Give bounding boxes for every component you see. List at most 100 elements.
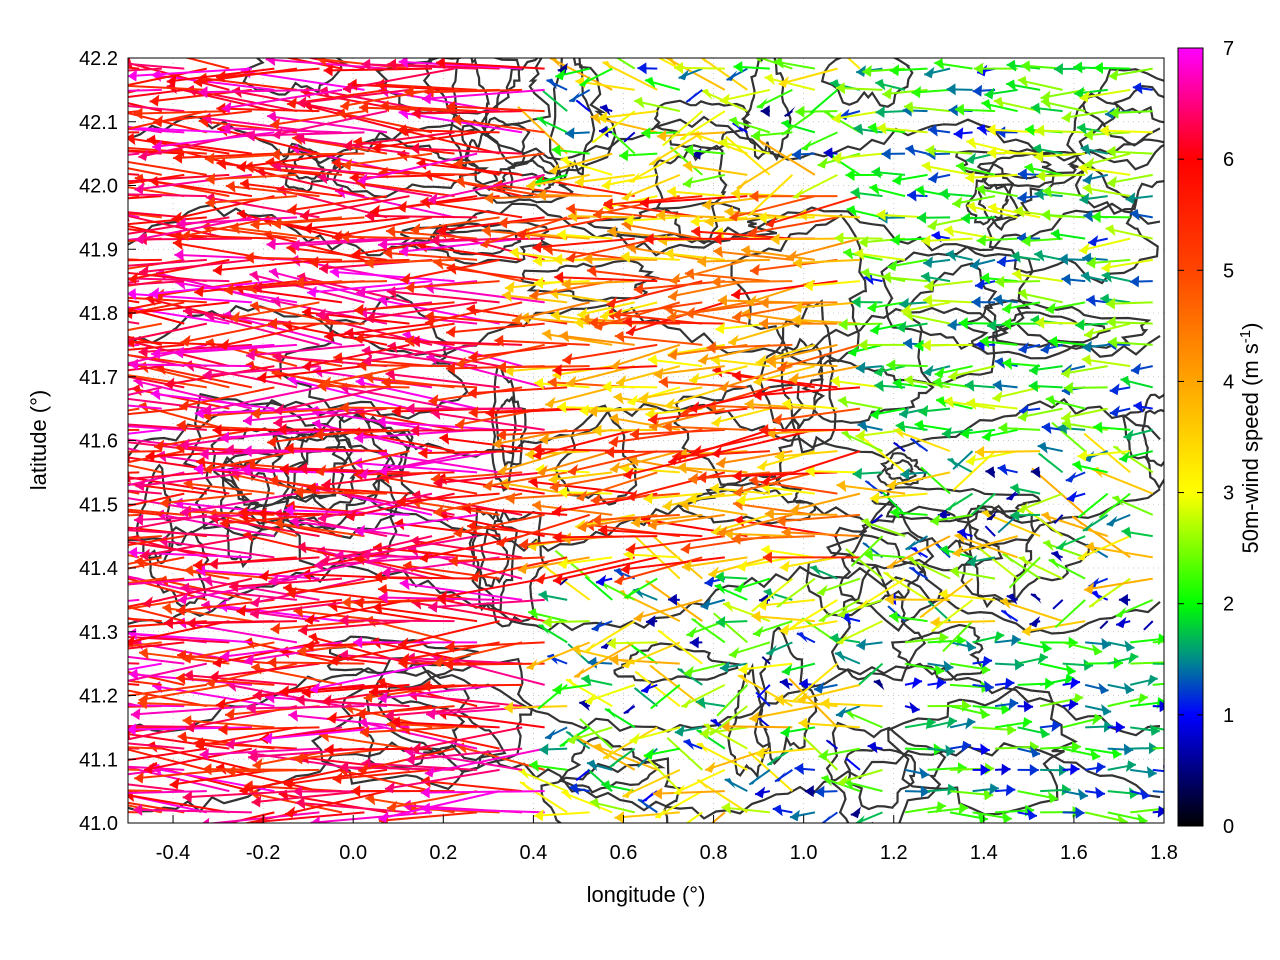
wind-arrow [765, 195, 861, 226]
wind-arrow-head [1090, 590, 1102, 602]
wind-arrow-head [151, 347, 161, 360]
wind-arrow-head [911, 86, 921, 99]
wind-arrow-head [1053, 63, 1063, 75]
wind-arrow [526, 641, 591, 669]
wind-arrow [180, 322, 275, 344]
wind-arrow-head [138, 149, 149, 161]
wind-arrow-head [601, 178, 612, 190]
wind-arrow [128, 374, 207, 389]
wind-arrow-head [996, 126, 1006, 139]
wind-arrow [552, 365, 658, 372]
wind-arrow-head [798, 717, 808, 730]
wind-arrow-head [556, 229, 567, 242]
wind-arrow-head [934, 366, 945, 379]
wind-arrow-head [134, 771, 144, 784]
wind-arrow-head [288, 709, 298, 722]
wind-arrow-head [128, 546, 138, 559]
contour-line [147, 530, 210, 608]
wind-arrow-head [817, 29, 828, 39]
wind-arrow [128, 605, 185, 623]
wind-arrow-head [277, 423, 287, 436]
wind-arrow-head [69, 96, 79, 108]
wind-arrow-head [637, 756, 649, 768]
wind-arrow [151, 73, 275, 91]
wind-arrow [337, 768, 433, 793]
wind-arrow [128, 88, 140, 94]
wind-arrow [741, 248, 816, 261]
wind-arrow [433, 492, 523, 514]
wind-arrow-head [643, 748, 654, 760]
wind-arrow-head [1017, 168, 1028, 181]
wind-arrow [201, 386, 320, 413]
wind-arrow [128, 508, 185, 516]
wind-arrow [382, 251, 478, 261]
wind-arrow-head [857, 420, 868, 433]
wind-arrow-head [193, 463, 203, 476]
wind-arrow-head [149, 287, 159, 300]
wind-arrow-head [788, 372, 799, 385]
wind-arrow [128, 301, 162, 311]
wind-arrow-head [176, 217, 186, 230]
wind-arrow-head [399, 244, 409, 257]
wind-arrow-head [497, 463, 508, 476]
wind-arrow [376, 420, 500, 431]
wind-arrow-head [715, 616, 726, 628]
wind-arrow [128, 554, 140, 559]
wind-arrow-head [316, 464, 327, 477]
wind-arrow [638, 386, 703, 400]
wind-arrow [436, 711, 545, 729]
wind-arrow [354, 513, 478, 534]
wind-arrow-head [216, 158, 227, 170]
wind-arrow-head [683, 738, 695, 751]
wind-arrow [128, 354, 207, 368]
wind-arrow [279, 683, 388, 693]
wind-arrow [1077, 535, 1131, 560]
wind-arrow-head [517, 106, 529, 118]
wind-arrow [128, 535, 140, 539]
wind-arrow-head [545, 728, 556, 740]
wind-arrow-head [80, 211, 90, 223]
wind-arrow-head [38, 250, 47, 262]
wind-arrow-head [937, 508, 947, 521]
wind-arrow-head [687, 492, 697, 505]
wind-arrow [128, 490, 140, 495]
wind-arrow [776, 513, 861, 523]
wind-arrow-head [149, 94, 160, 107]
wind-arrow-head [645, 76, 656, 89]
wind-arrow [411, 110, 523, 115]
wind-arrow-head [94, 417, 103, 429]
wind-arrow-head [49, 762, 58, 774]
wind-arrow-head [496, 535, 507, 548]
wind-arrow [130, 705, 252, 716]
wind-arrow-head [1042, 186, 1052, 198]
wind-arrow-head [27, 738, 36, 750]
wind-arrow-head [910, 438, 922, 449]
wind-arrow-head [965, 454, 976, 466]
wind-arrow-head [924, 279, 934, 292]
wind-arrow-head [724, 778, 736, 789]
wind-arrow-head [1006, 723, 1017, 736]
wind-arrow [128, 732, 230, 750]
wind-arrow-head [706, 341, 716, 354]
wind-arrow [317, 384, 410, 389]
wind-arrow [361, 535, 478, 557]
wind-arrow [128, 471, 140, 474]
wind-arrow-head [308, 632, 319, 645]
wind-arrow-head [994, 631, 1005, 643]
wind-arrow-head [550, 310, 561, 323]
wind-arrow-head [69, 54, 79, 66]
wind-arrow-head [83, 582, 93, 594]
wind-arrow-head [887, 606, 899, 617]
wind-arrow-head [128, 288, 137, 301]
wind-arrow-head [921, 234, 931, 247]
wind-arrow-head [201, 600, 211, 613]
wind-arrow-head [1132, 82, 1143, 95]
wind-arrow-head [363, 690, 374, 703]
wind-arrow-head [861, 518, 872, 530]
wind-arrow [128, 407, 185, 416]
wind-arrow-head [1037, 441, 1048, 454]
wind-arrow-head [1090, 748, 1101, 761]
contour-line [964, 299, 1152, 360]
wind-arrow-head [980, 763, 990, 776]
wind-arrow-head [1105, 224, 1116, 237]
